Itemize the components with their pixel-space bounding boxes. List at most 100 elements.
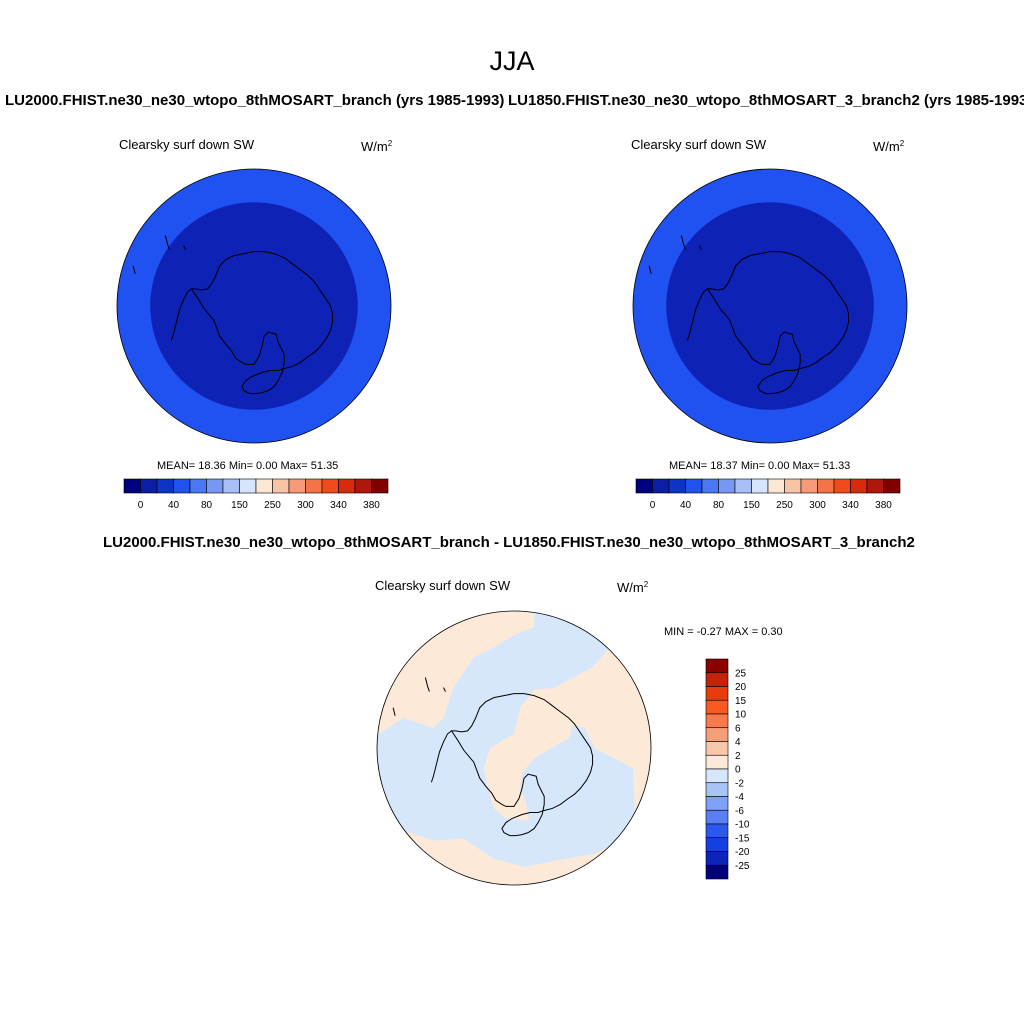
panel-2-units: W/m2 <box>873 139 905 154</box>
diff-colorbar-swatch <box>705 741 729 756</box>
diff-colorbar-tick-label: 25 <box>735 668 747 679</box>
panel-1-stats: MEAN= 18.36 Min= 0.00 Max= 51.35 <box>157 460 339 472</box>
diff-colorbar-tick-label: 20 <box>735 682 747 693</box>
diff-colorbar-tick-label: 0 <box>735 765 741 776</box>
diff-colorbar-swatch <box>705 864 729 880</box>
panel-1-colorbar-swatch <box>156 478 174 494</box>
map-1-peninsula <box>170 288 192 341</box>
diff-positive-region-interior <box>483 687 575 821</box>
diff-colorbar-tick-label: 6 <box>735 723 741 734</box>
panel-1-colorbar-swatch <box>371 478 389 494</box>
panel-1-colorbar-swatch <box>239 478 257 494</box>
panel-2-stats: MEAN= 18.37 Min= 0.00 Max= 51.33 <box>669 460 851 472</box>
diff-variable-label: Clearsky surf down SW <box>375 578 511 593</box>
panel-1-colorbar-tick-label: 300 <box>297 500 314 511</box>
diff-peninsula <box>430 730 452 783</box>
panel-1-colorbar-swatch <box>222 478 240 494</box>
panel-2-colorbar-tick-label: 300 <box>809 500 826 511</box>
panel-2-variable-label: Clearsky surf down SW <box>631 137 767 152</box>
panel-1-colorbar-swatch <box>255 478 273 494</box>
panel-2-colorbar-swatch <box>751 478 769 494</box>
panel-2-colorbar-swatch <box>734 478 752 494</box>
panel-2-colorbar-swatch <box>800 478 818 494</box>
diff-colorbar-swatch <box>705 809 729 825</box>
diff-colorbar-tick-label: -25 <box>735 861 750 872</box>
panel-1-colorbar-swatch <box>321 478 339 494</box>
diff-colorbar-swatch <box>705 699 729 715</box>
panel-2-colorbar-tick-label: 340 <box>842 500 859 511</box>
panel-1-colorbar-tick-label: 40 <box>168 500 180 511</box>
diff-colorbar-swatch <box>705 823 729 839</box>
panel-1-colorbar-swatch <box>140 478 158 494</box>
panel-2-colorbar-swatch <box>668 478 686 494</box>
panel-1-colorbar-swatch <box>305 478 323 494</box>
diff-colorbar-tick-label: -6 <box>735 806 744 817</box>
diff-colorbar-swatch <box>705 851 729 866</box>
panel-2-colorbar-swatch <box>850 478 868 494</box>
map-2-border <box>632 168 908 444</box>
diff-antarctica-coastline <box>450 693 594 837</box>
panel-2-title: LU1850.FHIST.ne30_ne30_wtopo_8thMOSART_3… <box>508 92 1024 109</box>
diff-polar-map <box>376 610 652 886</box>
panel-2-polar-map <box>632 168 908 444</box>
panel-2-colorbar-swatch <box>635 478 653 494</box>
diff-colorbar-tick-label: 4 <box>735 737 741 748</box>
panel-1-colorbar-swatch <box>354 478 372 494</box>
figure-title: JJA <box>489 46 535 76</box>
diff-colorbar-swatch <box>705 768 729 784</box>
panel-2-colorbar: 0 40 80 150 250 300 340 380 <box>635 478 901 511</box>
map-2-antarctica-coastline <box>706 251 850 395</box>
panel-2-colorbar-swatch <box>652 478 670 494</box>
panel-1-title: LU2000.FHIST.ne30_ne30_wtopo_8thMOSART_b… <box>5 92 505 109</box>
panel-1-colorbar-tick-label: 150 <box>231 500 248 511</box>
diff-colorbar-swatch <box>705 686 729 701</box>
diff-colorbar-tick-label: 2 <box>735 751 741 762</box>
panel-2-colorbar-swatch <box>866 478 884 494</box>
panel-2-colorbar-tick-label: 380 <box>875 500 892 511</box>
panel-1-colorbar-tick-label: 0 <box>138 500 144 511</box>
panel-1-units: W/m2 <box>361 139 393 154</box>
panel-2-colorbar-tick-label: 80 <box>713 500 725 511</box>
diff-colorbar-tick-label: -2 <box>735 778 744 789</box>
diff-colorbar-tick-label: -20 <box>735 847 750 858</box>
panel-1-colorbar-tick-label: 340 <box>330 500 347 511</box>
panel-1-colorbar-swatch <box>272 478 290 494</box>
diff-colorbar-swatch <box>705 782 729 797</box>
diff-colorbar-swatch <box>705 713 729 729</box>
diff-colorbar-swatch <box>705 658 729 674</box>
diff-colorbar-tick-label: 15 <box>735 696 747 707</box>
panel-1-variable-label: Clearsky surf down SW <box>119 137 255 152</box>
panel-1-polar-map <box>116 168 392 444</box>
diff-colorbar-swatch <box>705 754 729 770</box>
panel-2-colorbar-swatch <box>718 478 736 494</box>
diff-map-border <box>376 610 652 886</box>
panel-2-colorbar-swatch <box>701 478 719 494</box>
panel-2-colorbar-swatch <box>817 478 835 494</box>
diff-colorbar-swatch <box>705 837 729 852</box>
panel-2-colorbar-tick-label: 0 <box>650 500 656 511</box>
diff-stats: MIN = -0.27 MAX = 0.30 <box>664 626 783 638</box>
diff-colorbar-tick-label: -10 <box>735 820 750 831</box>
panel-1-colorbar-tick-label: 380 <box>363 500 380 511</box>
panel-2-colorbar-swatch <box>784 478 802 494</box>
panel-1-colorbar-tick-label: 80 <box>201 500 213 511</box>
diff-colorbar-tick-label: -4 <box>735 792 744 803</box>
panel-1-colorbar-swatch <box>206 478 224 494</box>
map-1-antarctica-coastline <box>190 251 334 395</box>
diff-colorbar-swatch <box>705 796 729 811</box>
panel-1-colorbar-swatch <box>338 478 356 494</box>
panel-1-colorbar-swatch <box>189 478 207 494</box>
map-2-islands <box>648 235 702 274</box>
panel-2-colorbar-swatch <box>767 478 785 494</box>
diff-panel-title: LU2000.FHIST.ne30_ne30_wtopo_8thMOSART_b… <box>103 534 915 551</box>
diff-colorbar-swatch <box>705 672 729 687</box>
diff-units: W/m2 <box>617 580 649 595</box>
diff-colorbar-tick-label: -15 <box>735 833 750 844</box>
panel-2-colorbar-swatch <box>685 478 703 494</box>
panel-1-colorbar-swatch <box>123 478 141 494</box>
panel-1-colorbar-swatch <box>173 478 191 494</box>
panel-2-colorbar-swatch <box>883 478 901 494</box>
map-1-islands <box>132 235 186 274</box>
map-1-border <box>116 168 392 444</box>
